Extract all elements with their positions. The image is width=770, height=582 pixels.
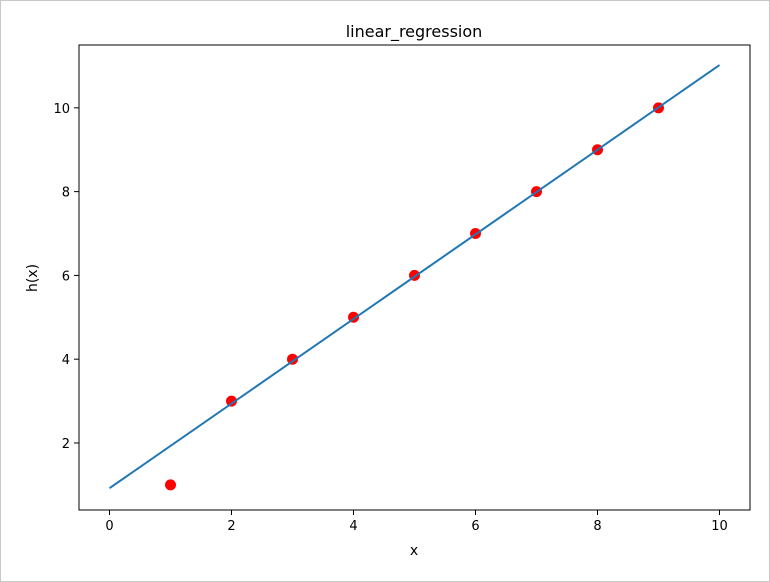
- regression-line-layer: [108, 64, 721, 490]
- y-tick-label: 2: [62, 437, 70, 452]
- y-axis-label: h(x): [25, 264, 41, 292]
- y-tick-label: 10: [53, 102, 70, 117]
- x-tick-label: 10: [711, 519, 728, 534]
- y-tick-label: 6: [62, 269, 70, 284]
- x-tick-label: 0: [105, 519, 113, 534]
- x-axis-label: x: [410, 543, 418, 559]
- x-tick-label: 8: [593, 519, 601, 534]
- y-tick-label: 4: [62, 353, 70, 368]
- x-tick-label: 2: [227, 519, 235, 534]
- data-point: [165, 479, 176, 491]
- x-axis-ticks: 0 2 4 6 8 10: [105, 510, 728, 534]
- data-point: [226, 395, 237, 407]
- x-tick-label: 4: [349, 519, 357, 534]
- chart-title: linear_regression: [346, 22, 483, 42]
- y-axis-ticks: 2 4 6 8 10: [53, 102, 79, 452]
- y-tick-label: 8: [62, 186, 70, 201]
- x-tick-label: 6: [471, 519, 479, 534]
- data-point: [287, 353, 298, 365]
- regression-line: [108, 64, 721, 490]
